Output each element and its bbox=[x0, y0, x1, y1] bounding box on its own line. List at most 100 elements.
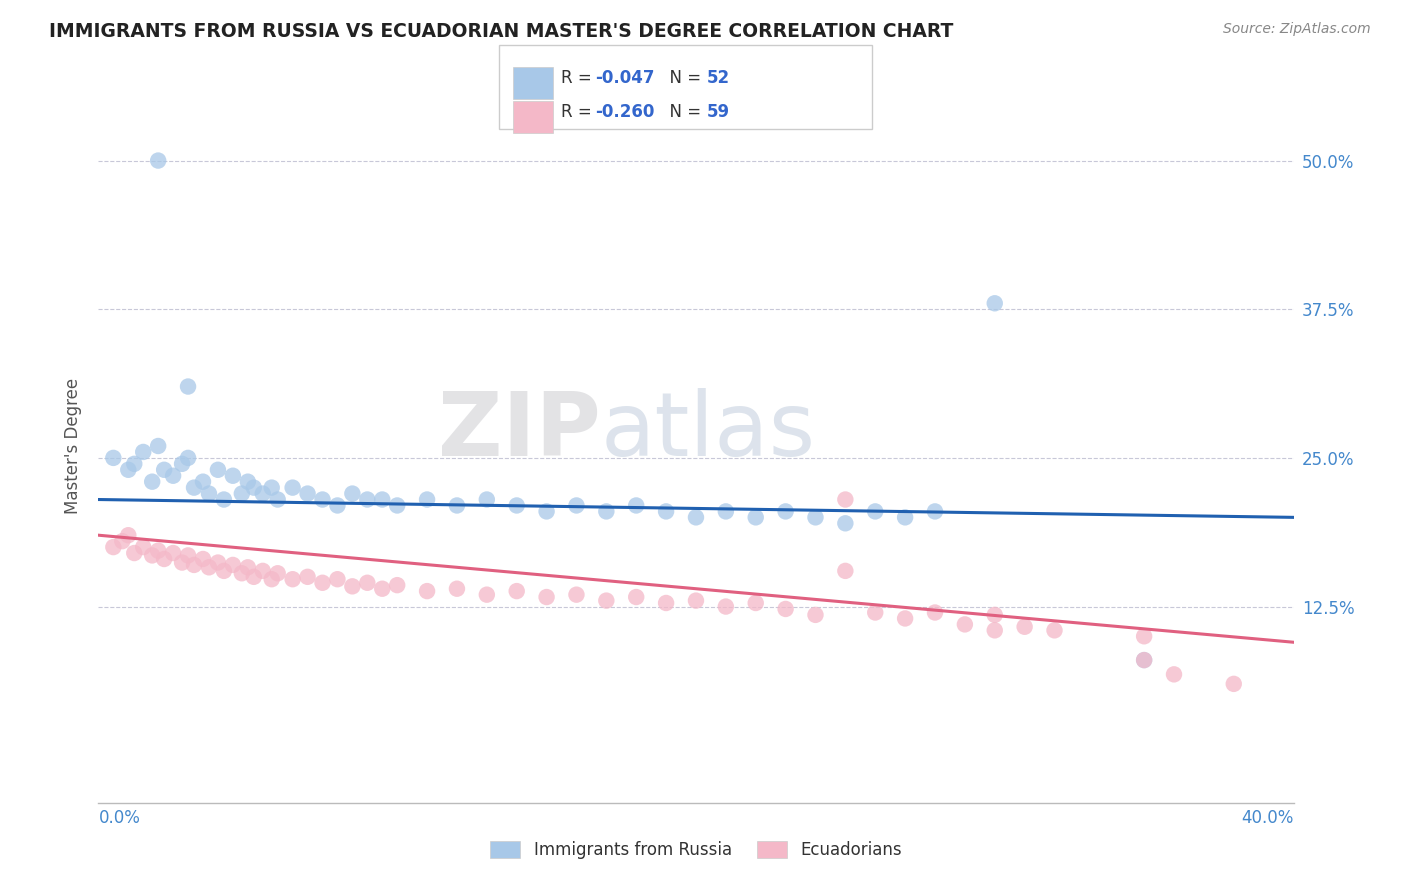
Point bbox=[326, 572, 349, 586]
Point bbox=[252, 564, 274, 578]
Point bbox=[626, 499, 648, 513]
Point bbox=[260, 481, 283, 495]
Point bbox=[714, 504, 737, 518]
Point bbox=[626, 590, 648, 604]
Point bbox=[236, 560, 259, 574]
Point bbox=[222, 468, 245, 483]
Point bbox=[267, 566, 290, 581]
Point bbox=[804, 510, 827, 524]
Point bbox=[117, 528, 139, 542]
Text: 59: 59 bbox=[707, 103, 730, 121]
Point bbox=[953, 617, 976, 632]
Point bbox=[1223, 677, 1246, 691]
Text: -0.260: -0.260 bbox=[595, 103, 654, 121]
Point bbox=[356, 575, 378, 590]
Point bbox=[685, 510, 707, 524]
Point bbox=[231, 486, 253, 500]
Point bbox=[924, 606, 946, 620]
Point bbox=[1133, 653, 1156, 667]
Point bbox=[243, 481, 266, 495]
Point bbox=[595, 593, 617, 607]
Point bbox=[745, 510, 768, 524]
Point bbox=[267, 492, 290, 507]
Point bbox=[865, 606, 887, 620]
Point bbox=[111, 534, 134, 549]
Point bbox=[191, 552, 214, 566]
Point bbox=[984, 296, 1007, 310]
Point bbox=[153, 463, 176, 477]
Point bbox=[775, 602, 797, 616]
Point bbox=[714, 599, 737, 614]
Point bbox=[565, 499, 588, 513]
Y-axis label: Master's Degree: Master's Degree bbox=[63, 378, 82, 514]
Point bbox=[297, 486, 319, 500]
Point bbox=[446, 582, 468, 596]
Point bbox=[655, 596, 678, 610]
Point bbox=[475, 492, 498, 507]
Text: 40.0%: 40.0% bbox=[1241, 809, 1294, 827]
Point bbox=[124, 546, 146, 560]
Point bbox=[162, 546, 184, 560]
Point bbox=[311, 575, 333, 590]
Point bbox=[177, 549, 200, 563]
Point bbox=[103, 450, 125, 465]
Text: IMMIGRANTS FROM RUSSIA VS ECUADORIAN MASTER'S DEGREE CORRELATION CHART: IMMIGRANTS FROM RUSSIA VS ECUADORIAN MAS… bbox=[49, 22, 953, 41]
Point bbox=[834, 492, 856, 507]
Point bbox=[834, 564, 856, 578]
Point bbox=[804, 607, 827, 622]
Text: atlas: atlas bbox=[600, 388, 815, 475]
Text: 0.0%: 0.0% bbox=[98, 809, 141, 827]
Point bbox=[172, 556, 194, 570]
Point bbox=[117, 463, 139, 477]
Point bbox=[162, 468, 184, 483]
Point bbox=[924, 504, 946, 518]
Point bbox=[416, 492, 439, 507]
Point bbox=[148, 439, 170, 453]
Point bbox=[260, 572, 283, 586]
Point bbox=[595, 504, 617, 518]
Point bbox=[326, 499, 349, 513]
Point bbox=[281, 481, 304, 495]
Point bbox=[198, 486, 221, 500]
Point bbox=[1014, 620, 1036, 634]
Point bbox=[191, 475, 214, 489]
Point bbox=[132, 540, 155, 554]
Point bbox=[153, 552, 176, 566]
Point bbox=[231, 566, 253, 581]
Point bbox=[371, 582, 394, 596]
Point bbox=[207, 463, 229, 477]
Point bbox=[745, 596, 768, 610]
Point bbox=[685, 593, 707, 607]
Point bbox=[342, 486, 364, 500]
Point bbox=[536, 590, 558, 604]
Point bbox=[894, 611, 917, 625]
Point bbox=[475, 588, 498, 602]
Point bbox=[984, 624, 1007, 638]
Point bbox=[536, 504, 558, 518]
Point bbox=[655, 504, 678, 518]
Point bbox=[446, 499, 468, 513]
Text: ZIP: ZIP bbox=[437, 388, 600, 475]
Point bbox=[1163, 667, 1185, 681]
Point bbox=[342, 579, 364, 593]
Text: N =: N = bbox=[659, 103, 707, 121]
Point bbox=[212, 564, 235, 578]
Point bbox=[416, 584, 439, 599]
Point bbox=[385, 578, 409, 592]
Point bbox=[385, 499, 409, 513]
Point bbox=[243, 570, 266, 584]
Point bbox=[177, 379, 200, 393]
Text: N =: N = bbox=[659, 70, 707, 87]
Point bbox=[356, 492, 378, 507]
Point bbox=[894, 510, 917, 524]
Point bbox=[124, 457, 146, 471]
Point bbox=[141, 475, 163, 489]
Text: R =: R = bbox=[561, 103, 598, 121]
Point bbox=[172, 457, 194, 471]
Text: 52: 52 bbox=[707, 70, 730, 87]
Point bbox=[506, 584, 529, 599]
Point bbox=[984, 607, 1007, 622]
Point bbox=[565, 588, 588, 602]
Point bbox=[183, 481, 205, 495]
Point bbox=[212, 492, 235, 507]
